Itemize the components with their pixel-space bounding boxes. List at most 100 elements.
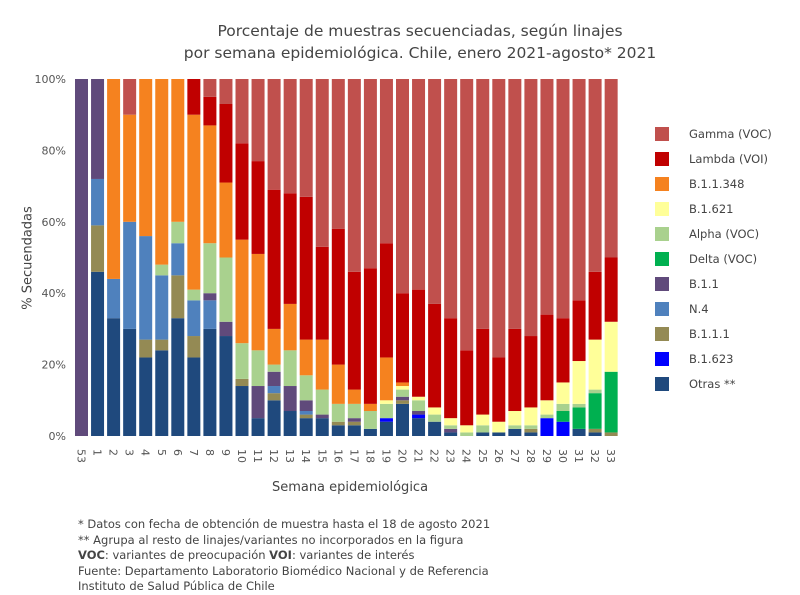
bar-segment-alpha-voc-week-13 — [283, 350, 297, 387]
x-tick-label: 31 — [572, 449, 585, 463]
bar-segment-alpha-voc-week-32 — [588, 389, 602, 394]
bar-segment-alpha-voc-week-11 — [251, 350, 265, 387]
bar-segment-b-1-1-348-week-16 — [331, 364, 345, 404]
bar-segment-gamma-voc-week-23 — [444, 79, 458, 319]
bar-segment-delta-voc-week-32 — [588, 393, 602, 429]
x-tick-label: 26 — [492, 449, 505, 463]
bar-segment-b-1-1-1-week-5 — [155, 339, 169, 351]
legend-item: B.1.621 — [655, 196, 772, 221]
legend-swatch — [655, 301, 669, 316]
x-tick-label: 19 — [379, 449, 392, 463]
bar-segment-b-1-623-week-29 — [540, 418, 554, 436]
bar-segment-gamma-voc-week-27 — [508, 79, 522, 329]
bar-segment-gamma-voc-week-13 — [283, 79, 297, 194]
legend-swatch — [655, 176, 669, 191]
bar-segment-lambda-voi-week-31 — [572, 300, 586, 362]
bar-segment-n-4-week-1 — [91, 178, 105, 226]
legend-swatch — [655, 351, 669, 366]
footnote-institution: Instituto de Salud Pública de Chile — [78, 579, 275, 593]
bar-segment-lambda-voi-week-11 — [251, 161, 265, 254]
bar-segment-otras-week-11 — [251, 418, 265, 436]
legend-swatch — [655, 326, 669, 341]
x-tick-label: 20 — [396, 449, 409, 463]
bar-segment-b-1-1-348-week-11 — [251, 253, 265, 351]
legend-label: B.1.1 — [689, 276, 719, 291]
bar-segment-lambda-voi-week-17 — [347, 271, 361, 390]
legend-label: B.1.623 — [689, 351, 734, 366]
legend-item: Lambda (VOI) — [655, 146, 772, 171]
bar-segment-lambda-voi-week-33 — [604, 257, 618, 322]
bar-segment-b-1-1-348-week-19 — [379, 357, 393, 401]
bar-segment-otras-week-5 — [155, 350, 169, 436]
bar-segment-otras-week-31 — [572, 428, 586, 436]
bar-segment-gamma-voc-week-10 — [235, 79, 249, 144]
bar-segment-gamma-voc-week-30 — [556, 79, 570, 319]
bar-segment-gamma-voc-week-29 — [540, 79, 554, 315]
bar-segment-otras-week-18 — [363, 428, 377, 436]
bar-segment-lambda-voi-week-14 — [299, 196, 313, 340]
bar-segment-gamma-voc-week-25 — [476, 79, 490, 329]
bar-segment-lambda-voi-week-18 — [363, 268, 377, 404]
bar-segment-alpha-voc-week-9 — [219, 257, 233, 322]
x-tick-label: 14 — [299, 449, 312, 463]
bar-segment-b-1-621-week-33 — [604, 321, 618, 372]
footnote-source: Fuente: Departamento Laboratorio Biomédi… — [78, 563, 489, 578]
x-tick-label: 11 — [251, 449, 264, 463]
bar-segment-otras-week-13 — [283, 411, 297, 436]
x-tick-label: 24 — [460, 449, 473, 463]
bar-segment-b-1-621-week-29 — [540, 400, 554, 415]
bar-segment-gamma-voc-week-14 — [299, 79, 313, 197]
x-tick-label: 16 — [331, 449, 344, 463]
bar-segment-alpha-voc-week-17 — [347, 403, 361, 419]
bar-segment-alpha-voc-week-23 — [444, 425, 458, 429]
legend-swatch — [655, 151, 669, 166]
bar-segment-b-1-1-348-week-14 — [299, 339, 313, 376]
bar-segment-gamma-voc-week-16 — [331, 79, 345, 229]
bar-segment-b-1-1-348-week-9 — [219, 182, 233, 258]
bar-segment-otras-week-25 — [476, 432, 490, 436]
x-tick-label: 32 — [588, 449, 601, 463]
voi-abbr: VOI — [269, 548, 292, 562]
voi-definition: : variantes de interés — [291, 548, 415, 562]
bar-segment-b-1-1-348-week-18 — [363, 403, 377, 412]
bar-segment-alpha-voc-week-24 — [460, 432, 474, 436]
bar-segment-otras-week-20 — [396, 403, 409, 436]
legend-item: N.4 — [655, 296, 772, 321]
legend-item: B.1.1 — [655, 271, 772, 296]
bar-segment-b-1-1-week-8 — [203, 293, 217, 301]
bar-segment-gamma-voc-week-17 — [347, 79, 361, 272]
bar-segment-alpha-voc-week-16 — [331, 403, 345, 422]
bar-segment-b-1-1-week-9 — [219, 321, 233, 337]
bar-segment-b-1-621-week-26 — [492, 421, 506, 433]
voc-definition: : variantes de preocupación — [104, 548, 270, 562]
bar-segment-otras-week-19 — [379, 421, 393, 436]
bar-segment-delta-voc-week-31 — [572, 407, 586, 429]
bar-segment-otras-week-10 — [235, 386, 249, 436]
bar-segment-gamma-voc-week-9 — [219, 79, 233, 104]
bar-segment-gamma-voc-week-15 — [315, 79, 329, 247]
x-tick-label: 21 — [412, 449, 425, 463]
legend-label: Alpha (VOC) — [689, 226, 760, 241]
bar-segment-otras-week-4 — [139, 357, 153, 436]
voc-abbr: VOC — [78, 548, 105, 562]
bar-segment-gamma-voc-week-20 — [396, 79, 409, 294]
bar-segment-otras-week-27 — [508, 428, 522, 436]
legend-item: Delta (VOC) — [655, 246, 772, 271]
bar-segment-b-1-1-348-week-17 — [347, 389, 361, 404]
legend-item: B.1.1.348 — [655, 171, 772, 196]
bar-segment-gamma-voc-week-28 — [524, 79, 538, 337]
bar-segment-delta-voc-week-30 — [556, 411, 570, 422]
legend-swatch — [655, 226, 669, 241]
bar-segment-otras-week-2 — [107, 318, 121, 436]
bar-segment-lambda-voi-week-23 — [444, 318, 458, 419]
x-tick-label: 5 — [155, 449, 168, 456]
legend-swatch — [655, 276, 669, 291]
bar-segment-gamma-voc-week-8 — [203, 79, 217, 97]
y-tick-label: 80% — [42, 144, 66, 157]
legend-label: Lambda (VOI) — [689, 151, 769, 166]
bar-segment-b-1-621-week-24 — [460, 425, 474, 433]
bar-segment-b-1-1-week-23 — [444, 428, 458, 433]
x-tick-label: 33 — [604, 449, 617, 463]
bar-segment-alpha-voc-week-15 — [315, 389, 329, 415]
